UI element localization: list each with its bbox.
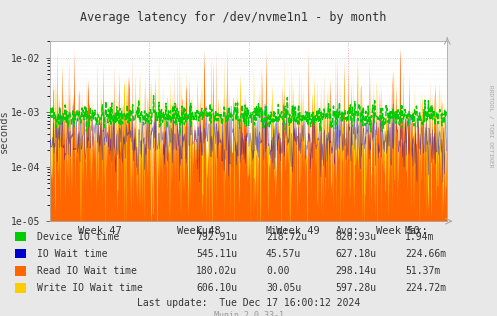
Text: 30.05u: 30.05u [266,283,301,293]
Text: 218.72u: 218.72u [266,232,307,242]
Text: 298.14u: 298.14u [335,266,377,276]
Text: Avg:: Avg: [335,226,359,236]
Text: Write IO Wait time: Write IO Wait time [37,283,143,293]
Text: Average latency for /dev/nvme1n1 - by month: Average latency for /dev/nvme1n1 - by mo… [81,11,387,24]
Text: 224.66m: 224.66m [405,249,446,259]
Text: Last update:  Tue Dec 17 16:00:12 2024: Last update: Tue Dec 17 16:00:12 2024 [137,298,360,308]
Text: Min:: Min: [266,226,289,236]
Text: 0.00: 0.00 [266,266,289,276]
Text: 597.28u: 597.28u [335,283,377,293]
Text: 51.37m: 51.37m [405,266,440,276]
Text: 606.10u: 606.10u [196,283,238,293]
Text: 627.18u: 627.18u [335,249,377,259]
Text: RRDTOOL / TOBI OETIKER: RRDTOOL / TOBI OETIKER [488,85,493,168]
Text: 180.02u: 180.02u [196,266,238,276]
Text: Read IO Wait time: Read IO Wait time [37,266,137,276]
Text: 820.93u: 820.93u [335,232,377,242]
Text: 45.57u: 45.57u [266,249,301,259]
Y-axis label: seconds: seconds [0,109,8,153]
Text: 792.91u: 792.91u [196,232,238,242]
Text: Device IO time: Device IO time [37,232,119,242]
Text: Cur:: Cur: [196,226,220,236]
Text: 224.72m: 224.72m [405,283,446,293]
Text: IO Wait time: IO Wait time [37,249,108,259]
Text: 1.94m: 1.94m [405,232,434,242]
Text: Munin 2.0.33-1: Munin 2.0.33-1 [214,312,283,316]
Text: 545.11u: 545.11u [196,249,238,259]
Text: Max:: Max: [405,226,428,236]
